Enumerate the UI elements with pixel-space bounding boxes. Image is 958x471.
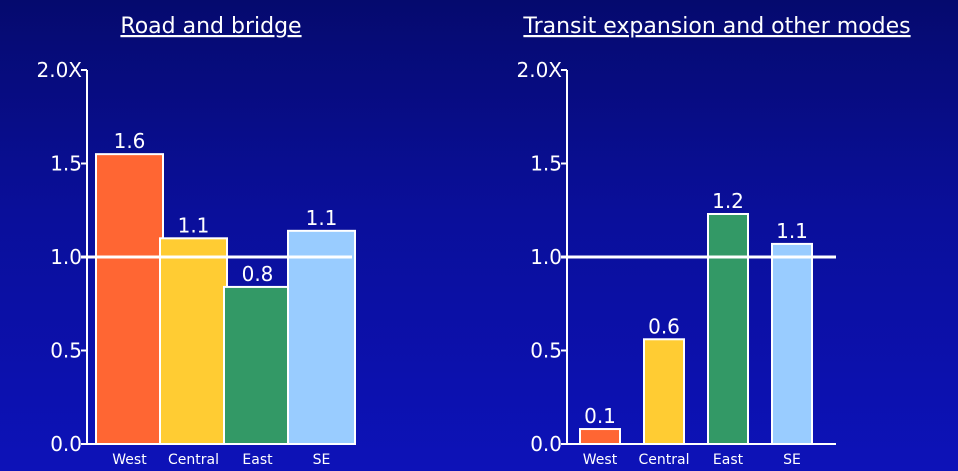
right-bar-east (707, 212, 749, 445)
right-data-label: 0.6 (648, 314, 680, 338)
left-x-tick-label: SE (313, 452, 331, 468)
left-y-tick-label: 0.0 (50, 432, 82, 456)
left-bar-central (159, 237, 228, 445)
right-data-label: 1.1 (776, 219, 808, 243)
right-y-tick-label: 1.0 (530, 245, 562, 269)
right-y-tick-label: 1.5 (530, 152, 562, 176)
right-bar-se (771, 242, 813, 445)
right-bar-west (579, 428, 621, 446)
left-x-tick-label: West (112, 452, 147, 468)
right-x-tick-label: West (583, 452, 618, 468)
left-data-label: 1.1 (178, 213, 210, 237)
left-chart-title: Road and bridge (120, 14, 301, 39)
left-y-tick-label: 1.5 (50, 152, 82, 176)
left-data-label: 1.6 (114, 129, 146, 153)
left-data-label: 0.8 (242, 262, 274, 286)
right-y-tick-label: 0.5 (530, 339, 562, 363)
left-x-tick-label: Central (168, 452, 219, 468)
right-bar-central (643, 338, 685, 445)
left-y-tick-label: 2.0X (36, 58, 82, 82)
left-y-tick-label: 0.5 (50, 339, 82, 363)
right-chart-title: Transit expansion and other modes (522, 14, 910, 39)
left-bar-se (287, 229, 356, 445)
right-x-tick-label: East (713, 452, 744, 468)
right-y-tick-label: 0.0 (530, 432, 562, 456)
left-bar-chart: 0.0 0.5 1.0 1.5 2.0X 1.6 West 1.1 Central 0.8 East… (36, 58, 356, 468)
right-x-tick-label: SE (783, 452, 801, 468)
left-x-tick-label: East (242, 452, 273, 468)
left-data-label: 1.1 (306, 206, 338, 230)
left-bar-east (223, 285, 292, 446)
right-data-label: 1.2 (712, 189, 744, 213)
left-bar-west (95, 153, 164, 445)
right-bar-chart: 0.0 0.5 1.0 1.5 2.0X 0.1 West 0.6 Central 1.2 East… (516, 58, 836, 468)
left-y-tick-label: 1.0 (50, 245, 82, 269)
right-data-label: 0.1 (584, 404, 616, 428)
right-x-tick-label: Central (639, 452, 690, 468)
right-y-tick-label: 2.0X (516, 58, 562, 82)
